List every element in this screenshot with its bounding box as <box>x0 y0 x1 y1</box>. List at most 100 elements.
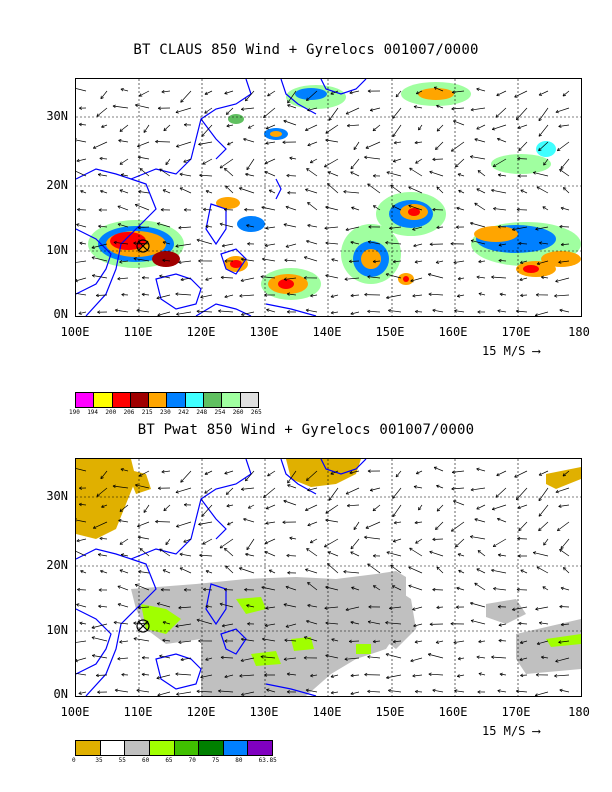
panel1-lon-label: 110E <box>123 325 153 339</box>
wind-vector-head <box>325 205 329 210</box>
wind-vector-head <box>98 588 102 592</box>
panel1-lat-30n: 30N <box>46 109 68 123</box>
wind-vector-head <box>493 587 497 591</box>
wind-vector-head <box>348 639 352 644</box>
wind-vector-head <box>558 260 562 264</box>
wind-vector-head <box>427 273 432 277</box>
wind-vector <box>175 293 192 296</box>
wind-vector-head <box>286 310 290 314</box>
wind-vector-head <box>262 637 266 641</box>
panel1-lat-10n: 10N <box>46 243 68 257</box>
wind-vector <box>432 309 444 313</box>
wind-vector-head <box>541 655 545 660</box>
panel1-coastlines <box>76 79 367 316</box>
wind-vector-head <box>287 100 291 104</box>
wind-vector <box>454 310 465 313</box>
wind-vector-head <box>176 312 180 316</box>
wind-vector <box>560 207 570 211</box>
wind-vector-head <box>264 293 268 297</box>
wind-vector-head <box>307 523 311 527</box>
wind-vector <box>416 470 423 475</box>
wind-vector-head <box>555 109 559 114</box>
wind-vector-head <box>554 674 558 678</box>
wind-vector <box>367 656 381 659</box>
wind-vector-head <box>205 189 209 194</box>
wind-vector <box>436 105 444 109</box>
wind-vector <box>433 86 444 92</box>
wind-vector <box>533 172 549 177</box>
wind-vector-head <box>534 313 539 316</box>
wind-vector-head <box>119 508 123 512</box>
wind-vector <box>327 183 339 194</box>
wind-vector-head <box>451 470 456 474</box>
wind-vector-head <box>372 639 376 644</box>
wind-vector <box>408 566 423 574</box>
wind-vector <box>435 141 444 150</box>
wind-vector-head <box>470 239 475 243</box>
wind-vector <box>79 622 87 625</box>
wind-vector <box>457 553 465 557</box>
wind-vector <box>478 293 486 296</box>
wind-vector-head <box>289 536 293 540</box>
wind-vector-head <box>156 222 161 226</box>
wind-vector-head <box>138 473 143 477</box>
wind-vector-head <box>141 292 145 297</box>
wind-vector <box>558 504 570 507</box>
wind-vector-head <box>97 173 102 177</box>
wind-vector <box>516 107 528 120</box>
wind-vector <box>436 504 444 512</box>
wind-vector <box>324 606 339 609</box>
wind-vector-head <box>155 139 159 144</box>
wind-vector-head <box>284 638 288 643</box>
wind-vector <box>224 470 234 474</box>
wind-vector-head <box>497 225 501 229</box>
wind-vector <box>560 587 570 591</box>
wind-vector <box>141 293 150 296</box>
wind-vector <box>388 309 402 313</box>
wind-vector-head <box>175 110 179 114</box>
colorbar-swatch <box>204 393 223 407</box>
wind-vector-head <box>391 585 396 589</box>
wind-vector-head <box>240 658 244 663</box>
wind-vector <box>412 294 423 297</box>
wind-vector <box>139 470 150 477</box>
wind-vector-head <box>92 145 97 149</box>
wind-vector-head <box>286 292 290 296</box>
wind-vector-head <box>138 93 143 97</box>
wind-vector-head <box>495 114 499 118</box>
wind-vector <box>175 673 192 676</box>
wind-vector <box>451 107 465 110</box>
wind-vector-head <box>330 471 334 475</box>
wind-vector <box>137 141 150 147</box>
wind-vector <box>261 586 276 591</box>
wind-vector <box>261 206 276 211</box>
wind-vector <box>239 674 255 677</box>
wind-vector <box>518 141 528 152</box>
wind-vector-head <box>325 518 329 523</box>
wind-vector <box>436 124 444 132</box>
wind-vector-head <box>535 607 539 611</box>
wind-vector-head <box>372 507 377 512</box>
wind-vector <box>221 243 234 247</box>
wind-vector-head <box>369 488 374 492</box>
wind-vector-head <box>135 103 139 108</box>
wind-vector-head <box>240 637 245 642</box>
wind-vector <box>325 206 339 211</box>
wind-vector-head <box>330 690 334 695</box>
wind-vector <box>520 569 528 574</box>
wind-vector-head <box>101 504 105 508</box>
wind-vector-head <box>555 489 559 494</box>
wind-vector-head <box>493 207 497 211</box>
wind-vector-head <box>179 552 183 557</box>
wind-vector <box>114 689 129 693</box>
wind-vector-head <box>348 259 352 264</box>
wind-vector <box>412 606 423 611</box>
wind-vector <box>225 487 234 495</box>
wind-vector-head <box>133 241 137 245</box>
wind-vector-head <box>453 260 457 265</box>
panel1-title: BT CLAUS 850 Wind + Gyrelocs 001007/0000 <box>133 42 479 58</box>
wind-vector-head <box>225 185 229 189</box>
wind-vector <box>307 224 318 228</box>
wind-vector-head <box>159 654 163 658</box>
wind-vector-head <box>309 540 314 544</box>
